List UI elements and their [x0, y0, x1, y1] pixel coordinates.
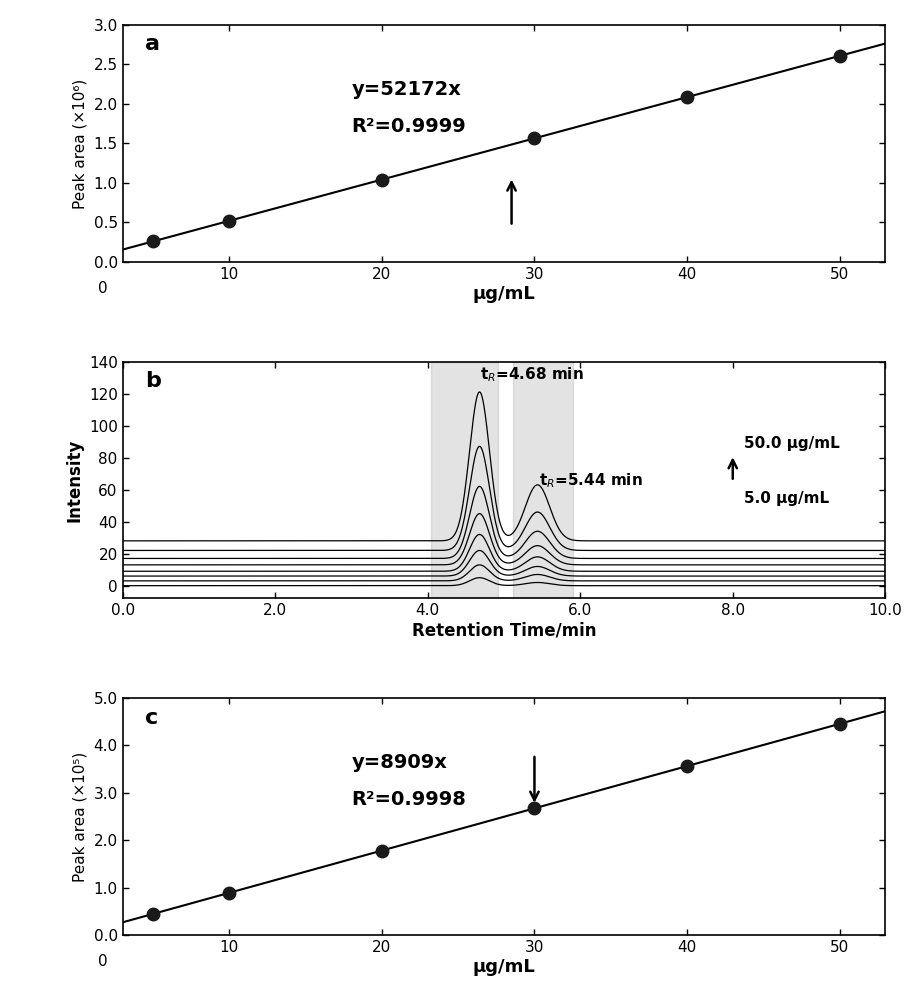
- Text: 50.0 μg/mL: 50.0 μg/mL: [745, 436, 840, 451]
- Y-axis label: Intensity: Intensity: [65, 438, 84, 522]
- Bar: [431, 362, 498, 598]
- Text: 0: 0: [98, 954, 107, 969]
- Text: 5.0 μg/mL: 5.0 μg/mL: [745, 491, 829, 506]
- Text: y=52172x: y=52172x: [351, 80, 461, 99]
- X-axis label: μg/mL: μg/mL: [472, 285, 536, 303]
- X-axis label: μg/mL: μg/mL: [472, 958, 536, 976]
- Text: y=8909x: y=8909x: [351, 753, 448, 772]
- Text: R²=0.9999: R²=0.9999: [351, 117, 466, 136]
- Text: t$_R$=5.44 min: t$_R$=5.44 min: [539, 471, 643, 490]
- Text: b: b: [145, 371, 162, 391]
- Text: c: c: [145, 708, 159, 728]
- Y-axis label: Peak area (×10⁶): Peak area (×10⁶): [73, 78, 88, 209]
- Y-axis label: Peak area (×10⁵): Peak area (×10⁵): [73, 751, 88, 882]
- Text: R²=0.9998: R²=0.9998: [351, 790, 467, 809]
- Text: 0: 0: [98, 281, 107, 296]
- Text: t$_R$=4.68 min: t$_R$=4.68 min: [479, 365, 583, 384]
- Text: a: a: [145, 34, 161, 54]
- Bar: [513, 362, 573, 598]
- X-axis label: Retention Time/min: Retention Time/min: [411, 621, 597, 639]
